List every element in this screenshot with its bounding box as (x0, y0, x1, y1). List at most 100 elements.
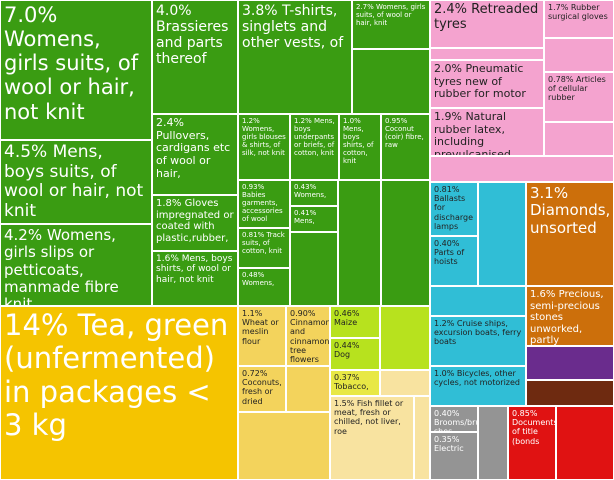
treemap-cell-5[interactable]: 2.7% Womens, girls suits, of wool or hai… (352, 0, 430, 49)
treemap-cell-label: 0.40% Parts of hoists (434, 239, 465, 267)
treemap-cell-label: 0.41% Mens, (294, 209, 317, 226)
treemap-cell-24[interactable]: 0.37% Tobacco, (330, 370, 380, 396)
treemap-cell-label: 0.40% Brooms/bru-shes (434, 409, 477, 432)
treemap-cell-label: 3.8% T-shirts, singlets and other vests,… (242, 3, 344, 52)
treemap-cell-37[interactable]: 0.40% Brooms/bru-shes (430, 406, 478, 432)
treemap-cell-label: 0.81% Track suits, of cotton, knit (242, 231, 285, 256)
treemap-cell-label: 0.90% Cinnamon and cinnamon-tree flowers (290, 309, 330, 364)
treemap-cell-label: 1.6% Mens, boys shirts, of wool or hair,… (156, 254, 233, 285)
treemap-cell-23[interactable]: 0.44% Dog (330, 338, 380, 370)
treemap-cell-unlabeled-food (286, 366, 330, 412)
treemap-cell-unlabeled-misc_brown (526, 380, 614, 406)
treemap-cell-unlabeled-rubber (544, 122, 614, 156)
treemap-cell-8[interactable]: 1.6% Mens, boys shirts, of wool or hair,… (152, 251, 238, 306)
treemap-cell-label: 0.43% Womens, (294, 183, 327, 200)
treemap-cell-22[interactable]: 0.46% Maize (330, 306, 380, 338)
treemap-cell-label: 0.78% Articles of cellular rubber (548, 75, 606, 103)
treemap-cell-38[interactable]: 0.35% Electric (430, 432, 478, 480)
treemap-cell-unlabeled-misc_purple (526, 346, 614, 380)
treemap-cell-36[interactable]: 1.6% Precious, semi-precious stones unwo… (526, 286, 614, 346)
treemap-cell-unlabeled-textiles (352, 49, 430, 114)
treemap-cell-0[interactable]: 7.0% Womens, girls suits, of wool or hai… (0, 0, 152, 140)
treemap-cell-9[interactable]: 1.2% Womens, girls blouses & shirts, of … (238, 114, 290, 180)
treemap-cell-6[interactable]: 2.4% Pullovers, cardigans etc of wool or… (152, 114, 238, 195)
treemap-cell-label: 7.0% Womens, girls suits, of wool or hai… (4, 3, 139, 124)
treemap-cell-15[interactable]: 0.41% Mens, (290, 206, 338, 232)
treemap-cell-label: 0.93% Babies garments, accessories of wo… (242, 183, 283, 224)
treemap-cell-20[interactable]: 0.72% Coconuts, fresh or dried (238, 366, 286, 412)
treemap-cell-unlabeled-electrical (556, 406, 614, 480)
treemap-cell-label: 4.2% Womens, girls slips or petticoats, … (4, 226, 119, 306)
treemap-cell-4[interactable]: 3.8% T-shirts, singlets and other vests,… (238, 0, 352, 114)
treemap-cell-2[interactable]: 4.2% Womens, girls slips or petticoats, … (0, 224, 152, 306)
treemap-cell-28[interactable]: 1.9% Natural rubber latex, including pre… (430, 108, 544, 156)
treemap-cell-label: 1.8% Gloves impregnated or coated with p… (156, 198, 234, 244)
treemap-cell-label: 1.0% Mens, boys shirts, of cotton, knit (343, 117, 374, 166)
treemap-cell-label: 2.4% Retreaded tyres (434, 2, 539, 32)
treemap-cell-label: 4.5% Mens, boys suits, of wool or hair, … (4, 142, 144, 221)
treemap-cell-label: 0.37% Tobacco, (334, 373, 369, 392)
treemap-cell-13[interactable]: 0.93% Babies garments, accessories of wo… (238, 180, 290, 228)
treemap-cell-16[interactable]: 0.81% Track suits, of cotton, knit (238, 228, 290, 268)
treemap-cell-35[interactable]: 3.1% Diamonds, unsorted (526, 182, 614, 286)
treemap-cell-7[interactable]: 1.8% Gloves impregnated or coated with p… (152, 195, 238, 251)
treemap-cell-14[interactable]: 0.43% Womens, (290, 180, 338, 206)
treemap-cell-label: 2.7% Womens, girls suits, of wool or hai… (356, 3, 426, 28)
treemap-cell-unlabeled-textiles (290, 232, 338, 306)
treemap-cell-unlabeled-fish (380, 370, 430, 396)
treemap-cell-unlabeled-rubber (430, 156, 614, 182)
treemap-cell-label: 1.0% Bicycles, other cycles, not motoriz… (434, 369, 521, 388)
treemap-cell-label: 0.81% Ballasts for discharge lamps (434, 185, 473, 231)
treemap-cell-10[interactable]: 1.2% Mens, boys underpants or briefs, of… (290, 114, 339, 180)
treemap-cell-33[interactable]: 1.2% Cruise ships, excursion boats, ferr… (430, 316, 526, 366)
treemap-cell-label: 1.6% Precious, semi-precious stones unwo… (530, 289, 604, 346)
treemap-cell-label: 0.95% Coconut (coir) fibre, raw (385, 117, 424, 150)
treemap-cell-unlabeled-food (238, 412, 330, 480)
treemap-cell-unlabeled-agri_green (380, 306, 430, 370)
treemap-cell-unlabeled-vehicles (430, 286, 526, 316)
treemap-cell-3[interactable]: 4.0% Brassieres and parts thereof (152, 0, 238, 114)
treemap-cell-39[interactable]: 0.85% Documents of title (bonds (508, 406, 556, 480)
treemap-cell-label: 1.9% Natural rubber latex, including pre… (434, 110, 511, 156)
treemap-cell-label: 4.0% Brassieres and parts thereof (156, 3, 229, 68)
treemap-cell-label: 0.72% Coconuts, fresh or dried (242, 369, 282, 406)
treemap-cell-label: 0.35% Electric (434, 435, 464, 454)
treemap-cell-label: 1.7% Rubber surgical gloves (548, 3, 608, 22)
treemap-cell-29[interactable]: 1.7% Rubber surgical gloves (544, 0, 614, 38)
treemap-cell-34[interactable]: 1.0% Bicycles, other cycles, not motoriz… (430, 366, 526, 406)
treemap-cell-label: 1.1% Wheat or meslin flour (242, 309, 279, 346)
treemap-cell-unlabeled-rubber (544, 38, 614, 72)
treemap-cell-label: 2.4% Pullovers, cardigans etc of wool or… (156, 116, 231, 180)
treemap-cell-1[interactable]: 4.5% Mens, boys suits, of wool or hair, … (0, 140, 152, 224)
treemap-cell-25[interactable]: 1.5% Fish fillet or meat, fresh or chill… (330, 396, 414, 480)
treemap-cell-label: 1.2% Cruise ships, excursion boats, ferr… (434, 319, 522, 347)
treemap-cell-label: 1.2% Womens, girls blouses & shirts, of … (242, 117, 286, 158)
treemap-cell-unlabeled-vehicles (478, 182, 526, 286)
treemap-cell-unlabeled-fish (414, 396, 430, 480)
treemap-cell-label: 2.0% Pneumatic tyres new of rubber for m… (434, 62, 526, 101)
treemap-cell-unlabeled-metals (478, 406, 508, 480)
treemap-cell-unlabeled-rubber (430, 48, 544, 60)
treemap-cell-label: 0.48% Womens, (242, 271, 275, 288)
treemap-cell-21[interactable]: 0.90% Cinnamon and cinnamon-tree flowers (286, 306, 330, 366)
treemap-cell-label: 1.5% Fish fillet or meat, fresh or chill… (334, 399, 404, 436)
treemap-cell-30[interactable]: 0.78% Articles of cellular rubber (544, 72, 614, 122)
treemap-cell-18[interactable]: 14% Tea, green (unfermented) in packages… (0, 306, 238, 480)
treemap-cell-unlabeled-textiles (338, 180, 381, 306)
treemap-cell-31[interactable]: 0.81% Ballasts for discharge lamps (430, 182, 478, 236)
treemap-cell-label: 0.85% Documents of title (bonds (512, 409, 556, 446)
treemap-cell-12[interactable]: 0.95% Coconut (coir) fibre, raw (381, 114, 430, 180)
treemap-cell-label: 14% Tea, green (unfermented) in packages… (4, 308, 229, 443)
treemap-cell-label: 1.2% Mens, boys underpants or briefs, of… (294, 117, 335, 158)
treemap-cell-unlabeled-textiles (381, 180, 430, 306)
treemap-cell-19[interactable]: 1.1% Wheat or meslin flour (238, 306, 286, 366)
treemap-cell-label: 3.1% Diamonds, unsorted (530, 184, 611, 237)
treemap-cell-27[interactable]: 2.0% Pneumatic tyres new of rubber for m… (430, 60, 544, 108)
treemap-cell-32[interactable]: 0.40% Parts of hoists (430, 236, 478, 286)
treemap-cell-label: 0.44% Dog (334, 341, 360, 360)
treemap-cell-11[interactable]: 1.0% Mens, boys shirts, of cotton, knit (339, 114, 381, 180)
treemap-cell-26[interactable]: 2.4% Retreaded tyres (430, 0, 544, 48)
treemap-cell-17[interactable]: 0.48% Womens, (238, 268, 290, 306)
treemap-cell-label: 0.46% Maize (334, 309, 360, 328)
